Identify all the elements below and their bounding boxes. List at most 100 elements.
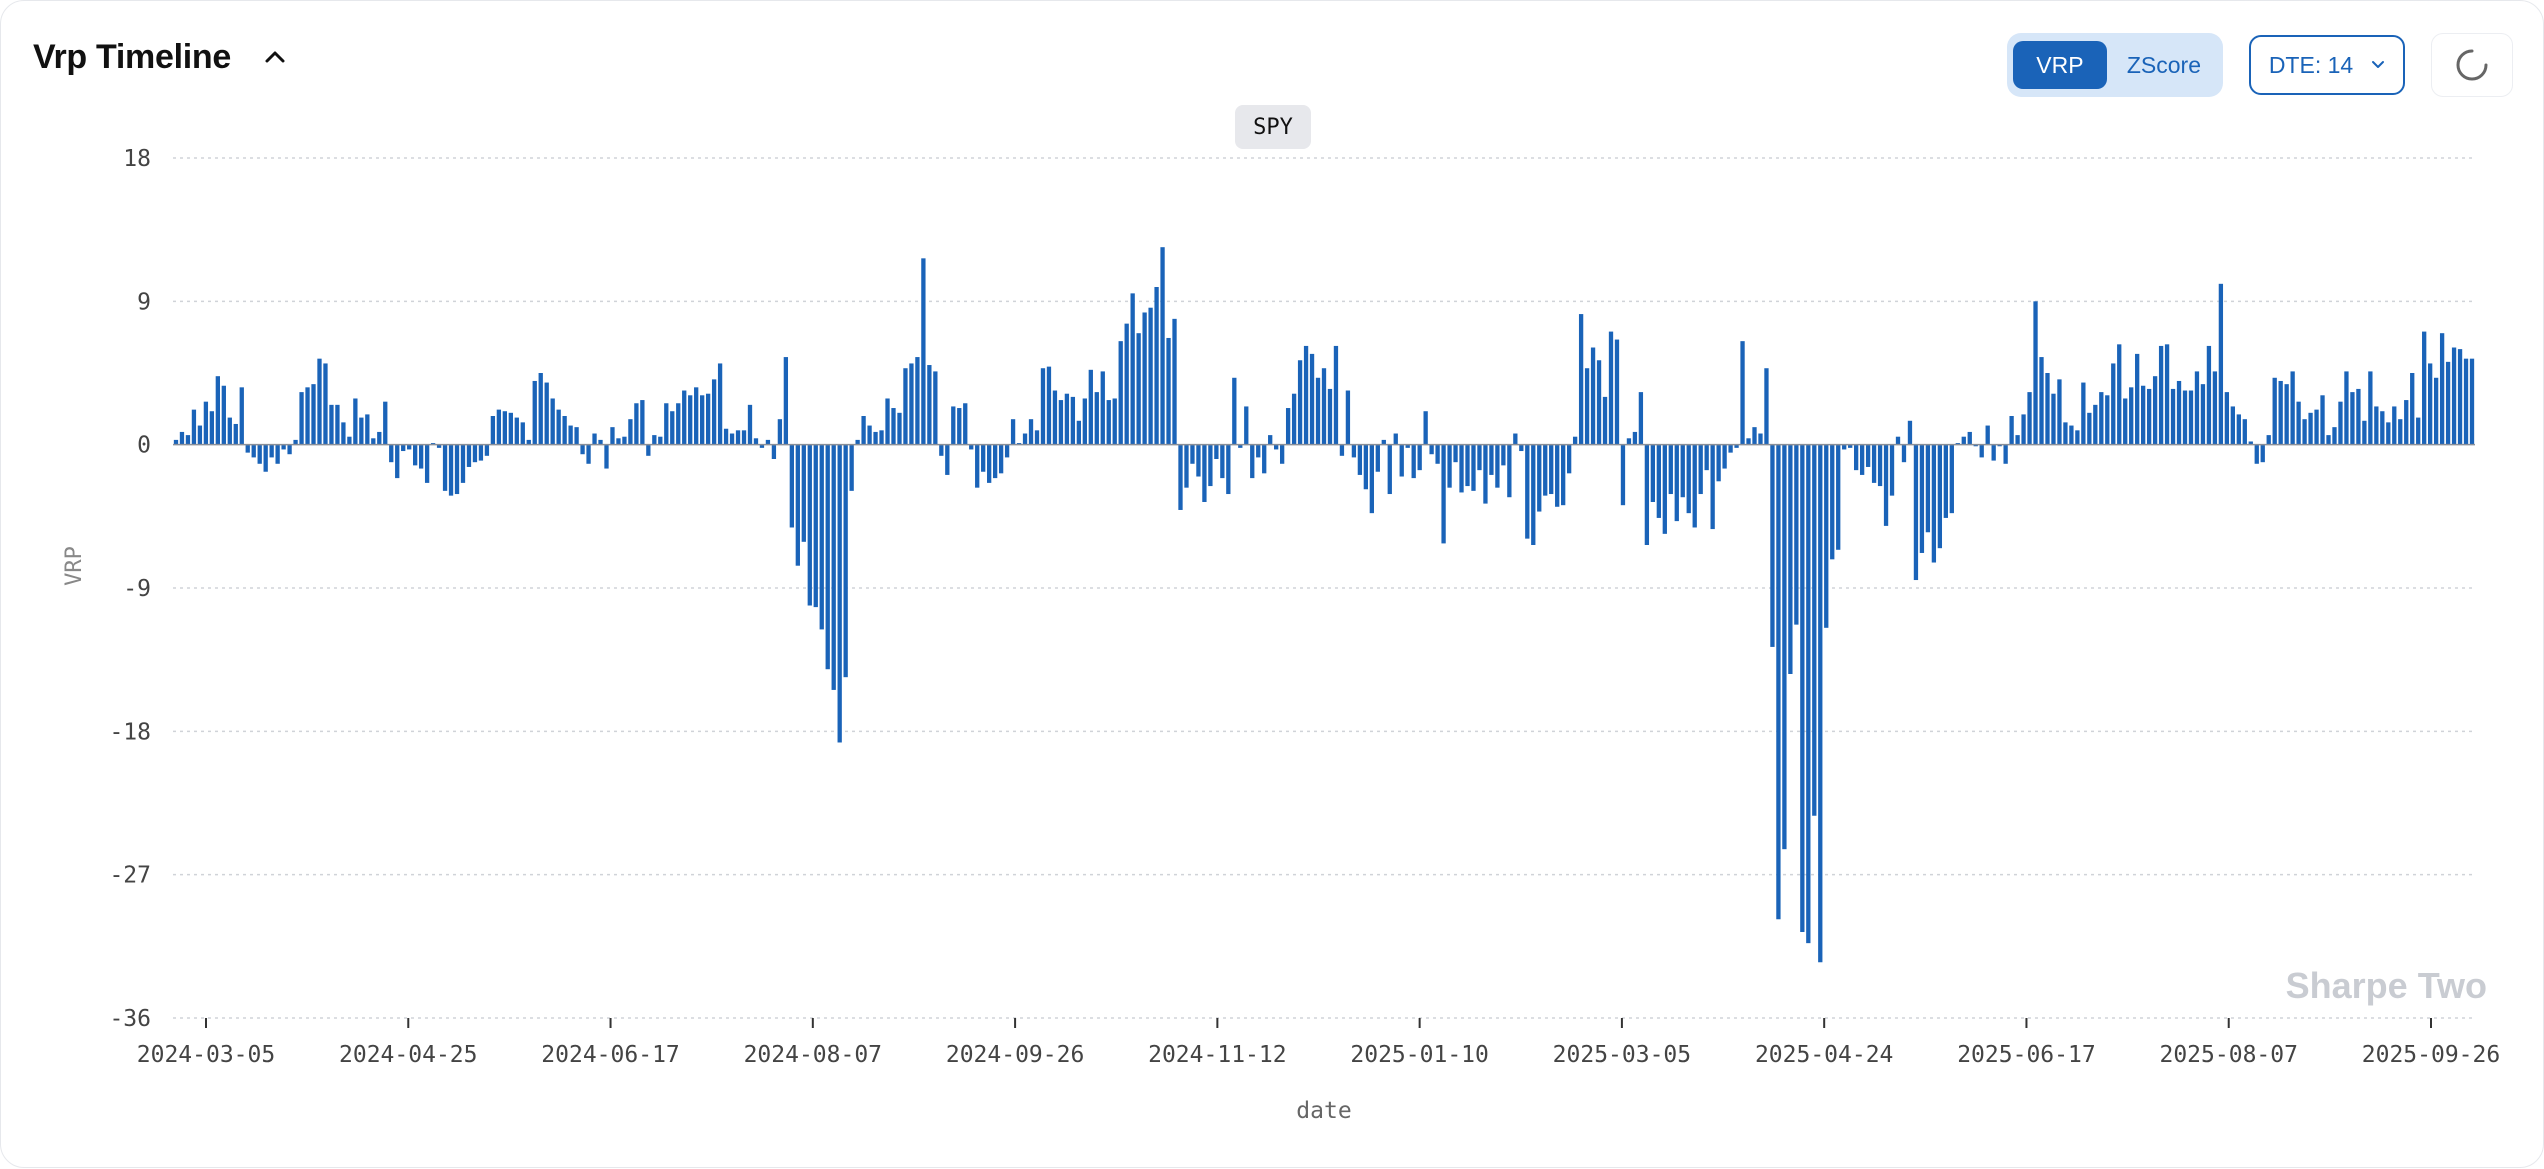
bar (377, 431, 382, 445)
bar (951, 406, 956, 445)
bar (855, 439, 860, 445)
bar (957, 408, 962, 445)
bar (2039, 357, 2044, 445)
bar (1561, 444, 1566, 506)
bar (2194, 371, 2200, 445)
bar (1250, 444, 1255, 479)
bar (1925, 444, 1931, 533)
bar (1429, 444, 1434, 455)
bar (1214, 444, 1219, 459)
bar (1381, 439, 1386, 445)
bar (407, 444, 412, 450)
bar (1680, 444, 1685, 498)
bar (1656, 444, 1661, 518)
mode-option-zscore[interactable]: ZScore (2126, 51, 2201, 78)
bar (1411, 444, 1416, 479)
bar (825, 444, 830, 670)
bar (1154, 287, 1159, 445)
bar (2374, 406, 2379, 445)
bar (1064, 393, 1070, 445)
bar (1202, 444, 1207, 502)
bar (2284, 384, 2289, 445)
bar (484, 444, 490, 456)
bar (2063, 422, 2068, 445)
bar (2081, 382, 2086, 445)
bar (413, 444, 418, 466)
collapse-button[interactable] (255, 37, 295, 77)
bar (1572, 436, 1578, 445)
x-axis-title: date (1296, 1098, 1351, 1124)
bar (634, 403, 639, 445)
bar (837, 444, 842, 743)
bar (891, 408, 896, 445)
bar (1608, 331, 1614, 445)
bar (526, 439, 531, 445)
bar (2469, 358, 2475, 445)
y-tick-label: 0 (137, 433, 151, 459)
bar (538, 373, 543, 445)
loading-spinner-icon (2456, 49, 2488, 81)
bar (1160, 247, 1165, 445)
bar (610, 427, 615, 445)
dte-select[interactable]: DTE: 14 (2249, 35, 2405, 95)
bar (2093, 404, 2098, 445)
bar (1842, 444, 1847, 450)
y-tick-label: 9 (137, 289, 151, 315)
bar (2117, 344, 2122, 445)
bar (1794, 444, 1799, 625)
x-tick-label: 2025-03-05 (1553, 1042, 1691, 1068)
bar (1040, 368, 1046, 445)
bar (998, 444, 1004, 474)
bar (359, 417, 364, 445)
bar (640, 400, 645, 445)
bar (2236, 414, 2241, 445)
card-header: Vrp Timeline (33, 37, 295, 77)
bar (478, 444, 484, 461)
bar (227, 417, 232, 445)
x-tick-label: 2024-11-12 (1148, 1042, 1286, 1068)
bar (759, 444, 765, 448)
bar (1955, 443, 1960, 445)
bar (1632, 431, 1638, 445)
bar (2015, 435, 2020, 445)
mode-option-vrp[interactable]: VRP (2013, 41, 2107, 89)
bar (2123, 398, 2128, 445)
bar (263, 444, 268, 472)
refresh-button[interactable] (2431, 33, 2513, 97)
bar (2069, 425, 2074, 445)
bar (723, 428, 729, 445)
bar (1991, 444, 1996, 461)
bar (2290, 371, 2295, 445)
bar (2105, 395, 2110, 445)
bar (1070, 396, 1076, 445)
bar (2057, 379, 2062, 445)
bar (658, 436, 663, 445)
bar (173, 439, 179, 445)
bar (1614, 339, 1620, 445)
bar (1537, 444, 1542, 512)
bar (568, 425, 573, 445)
bar (191, 409, 197, 445)
bar (466, 444, 472, 467)
x-tick-label: 2025-08-07 (2159, 1042, 2297, 1068)
bar (771, 444, 777, 459)
bar (2176, 380, 2182, 445)
bar (1208, 444, 1213, 487)
bar (1285, 408, 1291, 445)
x-tick-label: 2024-04-25 (339, 1042, 477, 1068)
bar (1531, 444, 1536, 545)
bar (1094, 392, 1099, 445)
bar (909, 363, 914, 445)
chart-title: Vrp Timeline (33, 37, 231, 76)
bar (969, 444, 974, 450)
bar (1865, 444, 1871, 467)
bar (646, 444, 651, 456)
bar (1142, 312, 1147, 445)
bar (1943, 444, 1948, 518)
x-tick-label: 2024-03-05 (137, 1042, 275, 1068)
bar (2033, 301, 2038, 445)
bar (789, 444, 795, 528)
bar (1596, 360, 1602, 445)
bar (1309, 353, 1315, 445)
